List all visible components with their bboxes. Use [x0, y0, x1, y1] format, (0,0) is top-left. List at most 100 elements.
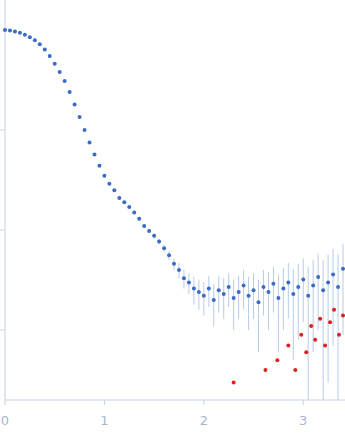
data-point — [127, 205, 131, 209]
data-point — [167, 253, 171, 257]
data-point — [78, 115, 82, 119]
x-tick — [203, 400, 204, 405]
error-bar — [243, 270, 244, 310]
error-bar — [258, 280, 259, 353]
error-bar — [223, 278, 224, 318]
data-point — [3, 28, 7, 32]
data-point — [222, 292, 226, 296]
y-axis — [5, 0, 6, 400]
error-bar — [208, 276, 209, 307]
data-point — [92, 153, 96, 157]
x-axis — [5, 400, 345, 401]
error-bar — [303, 259, 304, 323]
data-point — [286, 280, 290, 284]
data-point — [58, 70, 62, 74]
data-point — [13, 29, 17, 33]
error-bar — [308, 267, 309, 400]
data-point — [38, 42, 42, 46]
data-point — [73, 103, 77, 107]
error-bar — [313, 260, 314, 352]
data-point — [88, 141, 92, 145]
data-point — [157, 239, 161, 243]
data-point — [242, 283, 246, 287]
data-point — [197, 290, 201, 294]
data-point — [257, 300, 261, 304]
data-point — [83, 128, 87, 132]
data-point — [316, 275, 320, 279]
error-bar — [328, 255, 329, 383]
data-point — [97, 164, 101, 168]
data-point — [237, 290, 241, 294]
data-point — [337, 333, 341, 337]
data-point — [309, 324, 313, 328]
y-tick — [0, 230, 5, 231]
data-point — [232, 380, 236, 384]
error-bar — [283, 268, 284, 330]
data-point — [147, 229, 151, 233]
data-point — [192, 287, 196, 291]
data-point — [252, 288, 256, 292]
error-bar — [288, 263, 289, 319]
data-point — [286, 344, 290, 348]
data-point — [227, 285, 231, 289]
data-point — [318, 317, 322, 321]
error-bar — [338, 255, 339, 400]
data-point — [301, 278, 305, 282]
data-point — [304, 350, 308, 354]
x-tick-label: 0 — [1, 413, 9, 428]
data-point — [296, 285, 300, 289]
x-tick — [5, 400, 6, 405]
data-point — [43, 47, 47, 51]
y-tick — [0, 330, 5, 331]
data-point — [263, 368, 267, 372]
error-bar — [323, 260, 324, 400]
x-tick — [104, 400, 105, 405]
data-point — [152, 234, 156, 238]
data-point — [122, 200, 126, 204]
data-point — [182, 276, 186, 280]
data-point — [142, 224, 146, 228]
data-point — [107, 182, 111, 186]
error-bar — [213, 284, 214, 326]
data-point — [331, 272, 335, 276]
data-point — [275, 358, 279, 362]
data-point — [266, 290, 270, 294]
plot-area — [3, 28, 345, 400]
data-point — [313, 338, 317, 342]
error-bar — [203, 282, 204, 315]
error-bar — [218, 276, 219, 313]
data-point — [291, 292, 295, 296]
data-point — [271, 282, 275, 286]
data-point — [212, 298, 216, 302]
data-point — [112, 188, 116, 192]
data-point — [33, 38, 37, 42]
data-point — [299, 333, 303, 337]
data-point — [202, 294, 206, 298]
error-bar — [293, 269, 294, 360]
x-tick-label: 2 — [200, 413, 208, 428]
data-point — [23, 33, 27, 37]
error-bar — [278, 274, 279, 352]
data-point — [232, 296, 236, 300]
data-point — [48, 54, 52, 58]
data-point — [323, 344, 327, 348]
data-point — [332, 308, 336, 312]
data-point — [261, 285, 265, 289]
data-point — [207, 287, 211, 291]
data-point — [247, 294, 251, 298]
data-point — [217, 288, 221, 292]
error-bar — [198, 280, 199, 310]
data-point — [8, 29, 12, 33]
error-bar — [253, 273, 254, 318]
data-point — [336, 285, 340, 289]
data-point — [321, 288, 325, 292]
error-bar — [273, 267, 274, 313]
data-point — [293, 368, 297, 372]
x-tick-label: 1 — [100, 413, 108, 428]
data-point — [18, 31, 22, 35]
error-bar — [238, 276, 239, 319]
data-point — [137, 217, 141, 221]
data-point — [311, 283, 315, 287]
error-bar — [228, 273, 229, 307]
error-bar — [268, 272, 269, 330]
